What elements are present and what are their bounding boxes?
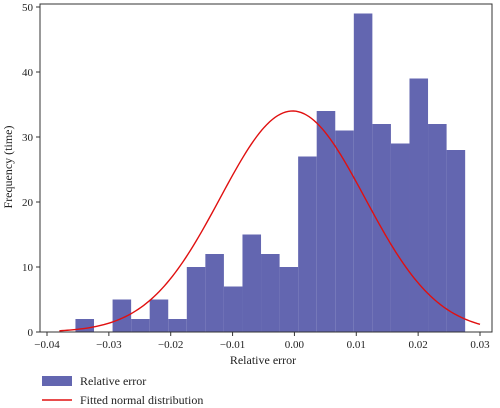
x-tick-label: −0.01 xyxy=(220,339,245,351)
legend-label-relative-error: Relative error xyxy=(80,374,146,388)
fitted-curve-layer xyxy=(59,110,481,332)
histogram-bar xyxy=(131,319,150,332)
histogram-bar xyxy=(186,267,206,332)
histogram-bar xyxy=(353,13,373,332)
x-axis-title: Relative error xyxy=(230,353,296,367)
y-tick-label: 40 xyxy=(22,67,34,79)
y-tick-label: 50 xyxy=(22,2,34,14)
histogram-bar xyxy=(242,234,262,332)
histogram-bar xyxy=(335,130,354,332)
y-tick-label: 30 xyxy=(22,132,34,144)
histogram-bar xyxy=(446,150,466,332)
histogram-bar xyxy=(409,78,429,332)
x-tick-label: 0.03 xyxy=(470,339,490,351)
histogram-bar xyxy=(223,286,243,332)
legend-swatch-relative-error xyxy=(42,376,72,386)
x-tick-label: −0.03 xyxy=(96,339,122,351)
histogram-bar xyxy=(390,143,410,332)
histogram-bar xyxy=(149,299,169,332)
y-tick-label: 10 xyxy=(22,262,34,274)
x-tick-label: 0.01 xyxy=(347,339,366,351)
legend: Relative error Fitted normal distributio… xyxy=(42,374,203,407)
histogram-bars xyxy=(75,13,466,332)
histogram-bar xyxy=(316,111,336,332)
histogram-bar xyxy=(205,254,224,332)
histogram-bar xyxy=(168,319,187,332)
axes: −0.04 −0.03 −0.02 −0.01 0.00 0.01 0.02 0.03 0 10 2… xyxy=(22,2,493,351)
y-tick-label: 0 xyxy=(28,327,34,339)
y-tick-label: 20 xyxy=(22,197,34,209)
histogram-bar xyxy=(428,124,447,332)
histogram-bar xyxy=(261,254,280,332)
x-tick-label: −0.02 xyxy=(158,339,183,351)
plot-frame xyxy=(39,3,493,333)
histogram-bar xyxy=(298,156,317,332)
fitted-normal-curve xyxy=(59,110,481,332)
x-tick-label: 0.00 xyxy=(285,339,305,351)
y-axis-title: Frequency (time) xyxy=(1,126,15,209)
histogram-bar xyxy=(112,299,132,332)
x-tick-label: 0.02 xyxy=(409,339,428,351)
histogram-bar xyxy=(75,319,95,332)
x-tick-label: −0.04 xyxy=(34,339,60,351)
histogram-bar xyxy=(279,267,299,332)
legend-label-fitted-normal: Fitted normal distribution xyxy=(80,393,203,407)
